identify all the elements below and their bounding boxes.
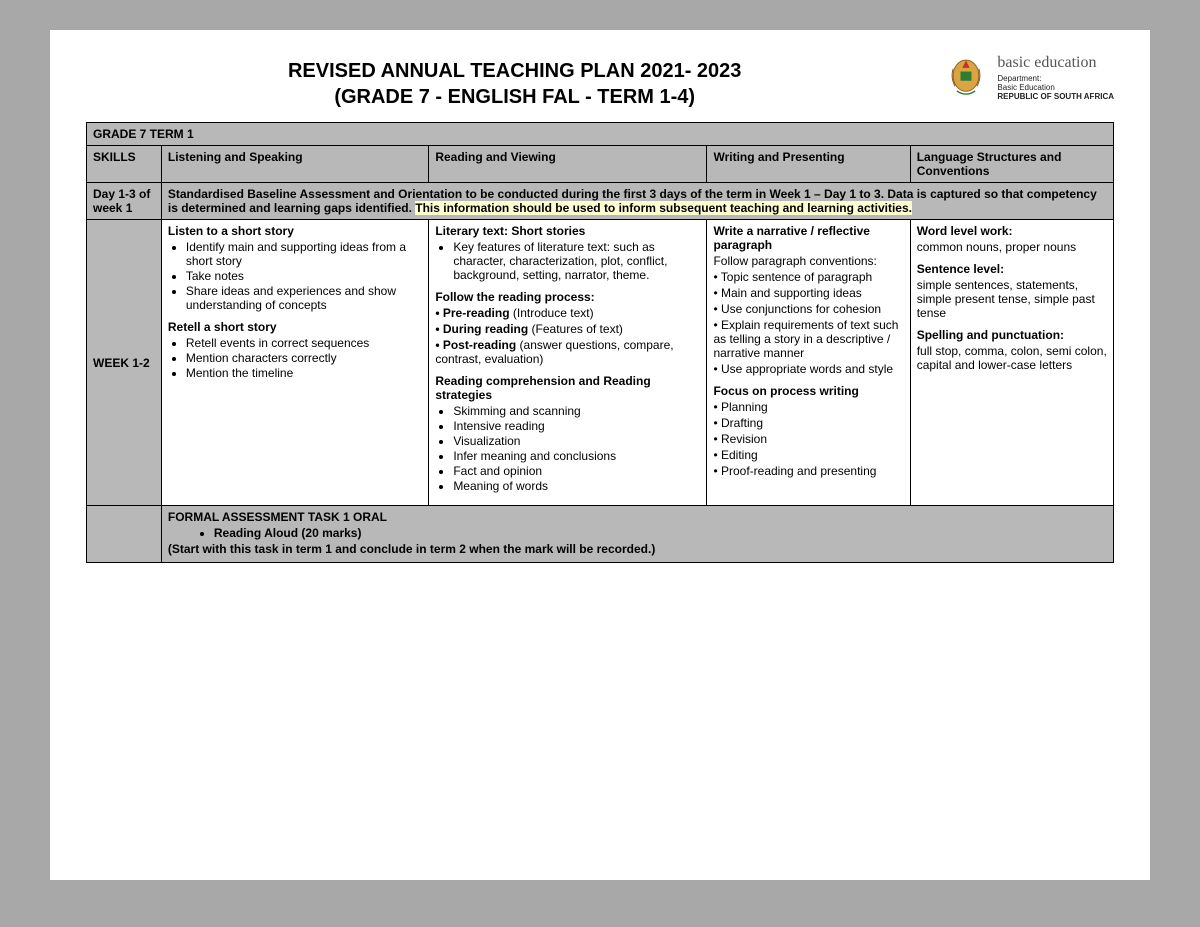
assessment-bullet: Reading Aloud (20 marks) [214,526,362,540]
col-header-1: Listening and Speaking [161,146,428,183]
c4-h3: Spelling and punctuation: [917,328,1064,342]
c4-p2: simple sentences, statements, simple pre… [917,278,1107,320]
c2-l2a: • Pre-reading (Introduce text) [435,306,700,320]
c1-b2-2: Mention the timeline [186,366,422,380]
c1-b1-1: Take notes [186,269,422,283]
c4-h2: Sentence level: [917,262,1004,276]
day1-3-text: Standardised Baseline Assessment and Ori… [161,183,1113,220]
title-line-2: (GRADE 7 - ENGLISH FAL - TERM 1-4) [86,84,943,110]
cell-reading-viewing: Literary text: Short stories Key feature… [429,220,707,506]
cell-language-structures: Word level work: common nouns, proper no… [910,220,1113,506]
c1-b2-1: Mention characters correctly [186,351,422,365]
skills-header-row: SKILLS Listening and Speaking Reading an… [87,146,1114,183]
assessment-bullets: Reading Aloud (20 marks) [196,526,1107,540]
c3-l1-1: • Main and supporting ideas [713,286,903,300]
c2-h3: Reading comprehension and Reading strate… [435,374,650,402]
logo-dept-2: Basic Education [997,83,1054,92]
logo-text: basic education Department: Basic Educat… [997,54,1114,102]
c1-b2-0: Retell events in correct sequences [186,336,422,350]
c2-b3-3: Infer meaning and conclusions [453,449,700,463]
col-header-2: Reading and Viewing [429,146,707,183]
c2-list-3: Skimming and scanning Intensive reading … [435,404,700,493]
c1-b1-0: Identify main and supporting ideas from … [186,240,422,268]
logo-dept-1: Department: [997,74,1041,83]
c2-b3-5: Meaning of words [453,479,700,493]
logo-dept: Department: Basic Education REPUBLIC OF … [997,74,1114,102]
cell-writing-presenting: Write a narrative / reflective paragraph… [707,220,910,506]
skills-label: SKILLS [87,146,162,183]
c2-b3-4: Fact and opinion [453,464,700,478]
assessment-empty [87,506,162,563]
document-page: REVISED ANNUAL TEACHING PLAN 2021- 2023 … [50,30,1150,880]
c3-h2: Focus on process writing [713,384,858,398]
header: REVISED ANNUAL TEACHING PLAN 2021- 2023 … [86,58,1114,110]
logo-block: basic education Department: Basic Educat… [943,54,1114,102]
assessment-row: FORMAL ASSESSMENT TASK 1 ORAL Reading Al… [87,506,1114,563]
week1-2-label: WEEK 1-2 [87,220,162,506]
c2-l2c: • Post-reading (answer questions, compar… [435,338,700,366]
coat-of-arms-icon [943,55,989,101]
teaching-plan-table: GRADE 7 TERM 1 SKILLS Listening and Spea… [86,122,1114,563]
assessment-line2: (Start with this task in term 1 and conc… [168,542,655,556]
c2-h2: Follow the reading process: [435,290,594,304]
c2-l2b: • During reading (Features of text) [435,322,700,336]
assessment-line1: FORMAL ASSESSMENT TASK 1 ORAL [168,510,387,524]
c4-h1: Word level work: [917,224,1013,238]
c1-h2: Retell a short story [168,320,277,334]
day1-3-label: Day 1-3 of week 1 [87,183,162,220]
col-header-3: Writing and Presenting [707,146,910,183]
day1-3-row: Day 1-3 of week 1 Standardised Baseline … [87,183,1114,220]
c3-l2-2: • Revision [713,432,903,446]
week1-2-row: WEEK 1-2 Listen to a short story Identif… [87,220,1114,506]
c2-b1-0: Key features of literature text: such as… [453,240,700,282]
logo-dept-3: REPUBLIC OF SOUTH AFRICA [997,92,1114,101]
c3-h1: Write a narrative / reflective paragraph [713,224,870,252]
c1-h1: Listen to a short story [168,224,294,238]
c3-p1: Follow paragraph conventions: [713,254,903,268]
c2-h1: Literary text: Short stories [435,224,585,238]
c3-l1-2: • Use conjunctions for cohesion [713,302,903,316]
c3-l2-3: • Editing [713,448,903,462]
c2-b3-1: Intensive reading [453,419,700,433]
logo-brand: basic education [997,54,1114,72]
c1-b1-2: Share ideas and experiences and show und… [186,284,422,312]
c4-p3: full stop, comma, colon, semi colon, cap… [917,344,1107,372]
assessment-cell: FORMAL ASSESSMENT TASK 1 ORAL Reading Al… [161,506,1113,563]
c4-p1: common nouns, proper nouns [917,240,1107,254]
c3-l2-0: • Planning [713,400,903,414]
c1-list-1: Identify main and supporting ideas from … [168,240,422,312]
day1-3-text-b: This information should be used to infor… [415,201,912,215]
c3-l1-0: • Topic sentence of paragraph [713,270,903,284]
title-line-1: REVISED ANNUAL TEACHING PLAN 2021- 2023 [86,58,943,84]
term-header: GRADE 7 TERM 1 [87,123,1114,146]
col-header-4: Language Structures and Conventions [910,146,1113,183]
c2-b3-0: Skimming and scanning [453,404,700,418]
c1-list-2: Retell events in correct sequences Menti… [168,336,422,380]
c3-l2-4: • Proof-reading and presenting [713,464,903,478]
c3-l1-4: • Use appropriate words and style [713,362,903,376]
cell-listening-speaking: Listen to a short story Identify main an… [161,220,428,506]
title-block: REVISED ANNUAL TEACHING PLAN 2021- 2023 … [86,58,943,110]
c2-b3-2: Visualization [453,434,700,448]
c3-l2-1: • Drafting [713,416,903,430]
c2-list-1: Key features of literature text: such as… [435,240,700,282]
c3-l1-3: • Explain requirements of text such as t… [713,318,903,360]
